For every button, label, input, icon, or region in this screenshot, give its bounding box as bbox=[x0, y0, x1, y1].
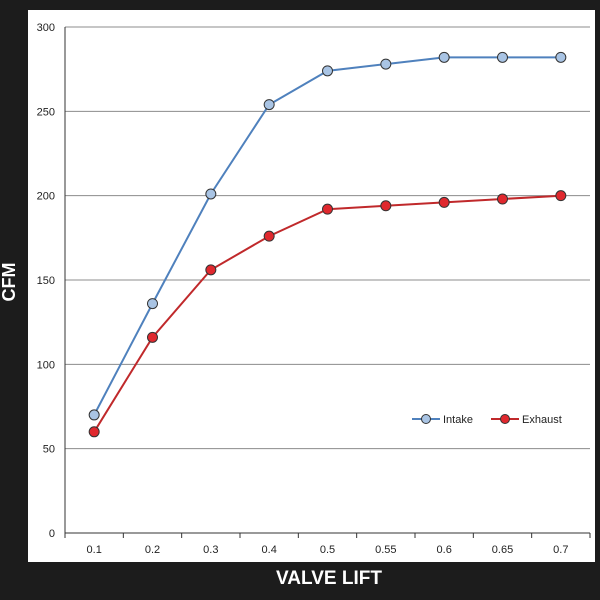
data-point-intake bbox=[263, 99, 275, 111]
legend-exhaust-label: Exhaust bbox=[522, 414, 562, 426]
data-point-exhaust bbox=[205, 264, 217, 276]
right-frame-band bbox=[595, 0, 600, 600]
data-point-intake bbox=[380, 58, 392, 70]
y-tick-label: 50 bbox=[43, 444, 55, 456]
data-point-exhaust bbox=[322, 203, 333, 215]
y-tick-label: 0 bbox=[49, 528, 55, 540]
legend: Intake Exhaust bbox=[412, 414, 562, 426]
x-tick-label: 0.5 bbox=[320, 544, 335, 556]
data-point-intake bbox=[438, 51, 450, 63]
series-intake bbox=[88, 51, 567, 421]
chart-panel bbox=[28, 10, 595, 562]
x-axis-title: VALVE LIFT bbox=[276, 568, 382, 589]
data-point-intake bbox=[497, 51, 508, 63]
x-tick-label: 0.6 bbox=[437, 544, 452, 556]
x-tick-label: 0.2 bbox=[145, 544, 160, 556]
gridlines bbox=[64, 26, 590, 534]
bottom-frame-band bbox=[0, 562, 600, 600]
left-frame-band bbox=[0, 0, 28, 600]
y-tick-label: 100 bbox=[37, 359, 55, 371]
series-layer bbox=[88, 51, 567, 438]
y-tick-label: 300 bbox=[37, 22, 55, 34]
data-point-exhaust bbox=[88, 426, 100, 438]
data-point-exhaust bbox=[147, 331, 158, 343]
top-frame-band bbox=[0, 0, 600, 10]
y-tick-label: 200 bbox=[37, 191, 55, 203]
x-tick-label: 0.4 bbox=[262, 544, 277, 556]
data-point-intake bbox=[88, 409, 100, 421]
data-point-intake bbox=[147, 298, 158, 310]
x-tick-label: 0.55 bbox=[375, 544, 396, 556]
y-tick-label: 250 bbox=[37, 106, 55, 118]
data-point-intake bbox=[205, 188, 217, 200]
x-tick-label: 0.1 bbox=[87, 544, 102, 556]
data-point-exhaust bbox=[438, 196, 450, 208]
data-point-exhaust bbox=[380, 200, 392, 212]
x-tick-label: 0.7 bbox=[553, 544, 568, 556]
data-point-intake bbox=[555, 51, 567, 63]
x-axis-ticks: 0.1 0.2 0.3 0.4 0.5 0.55 0.6 0.65 0.7 bbox=[64, 533, 591, 556]
data-point-exhaust bbox=[555, 190, 567, 202]
data-point-intake bbox=[322, 65, 333, 77]
x-tick-label: 0.3 bbox=[203, 544, 218, 556]
legend-intake-marker bbox=[421, 414, 431, 424]
y-axis-title: CFM bbox=[0, 263, 19, 302]
data-point-exhaust bbox=[497, 193, 508, 205]
y-axis-ticks: 0 50 100 150 200 250 300 bbox=[37, 22, 55, 540]
legend-intake-label: Intake bbox=[443, 414, 473, 426]
y-tick-label: 150 bbox=[37, 275, 55, 287]
legend-exhaust-marker bbox=[500, 414, 510, 424]
series-exhaust bbox=[88, 190, 567, 438]
x-tick-label: 0.65 bbox=[492, 544, 513, 556]
data-point-exhaust bbox=[263, 230, 275, 242]
